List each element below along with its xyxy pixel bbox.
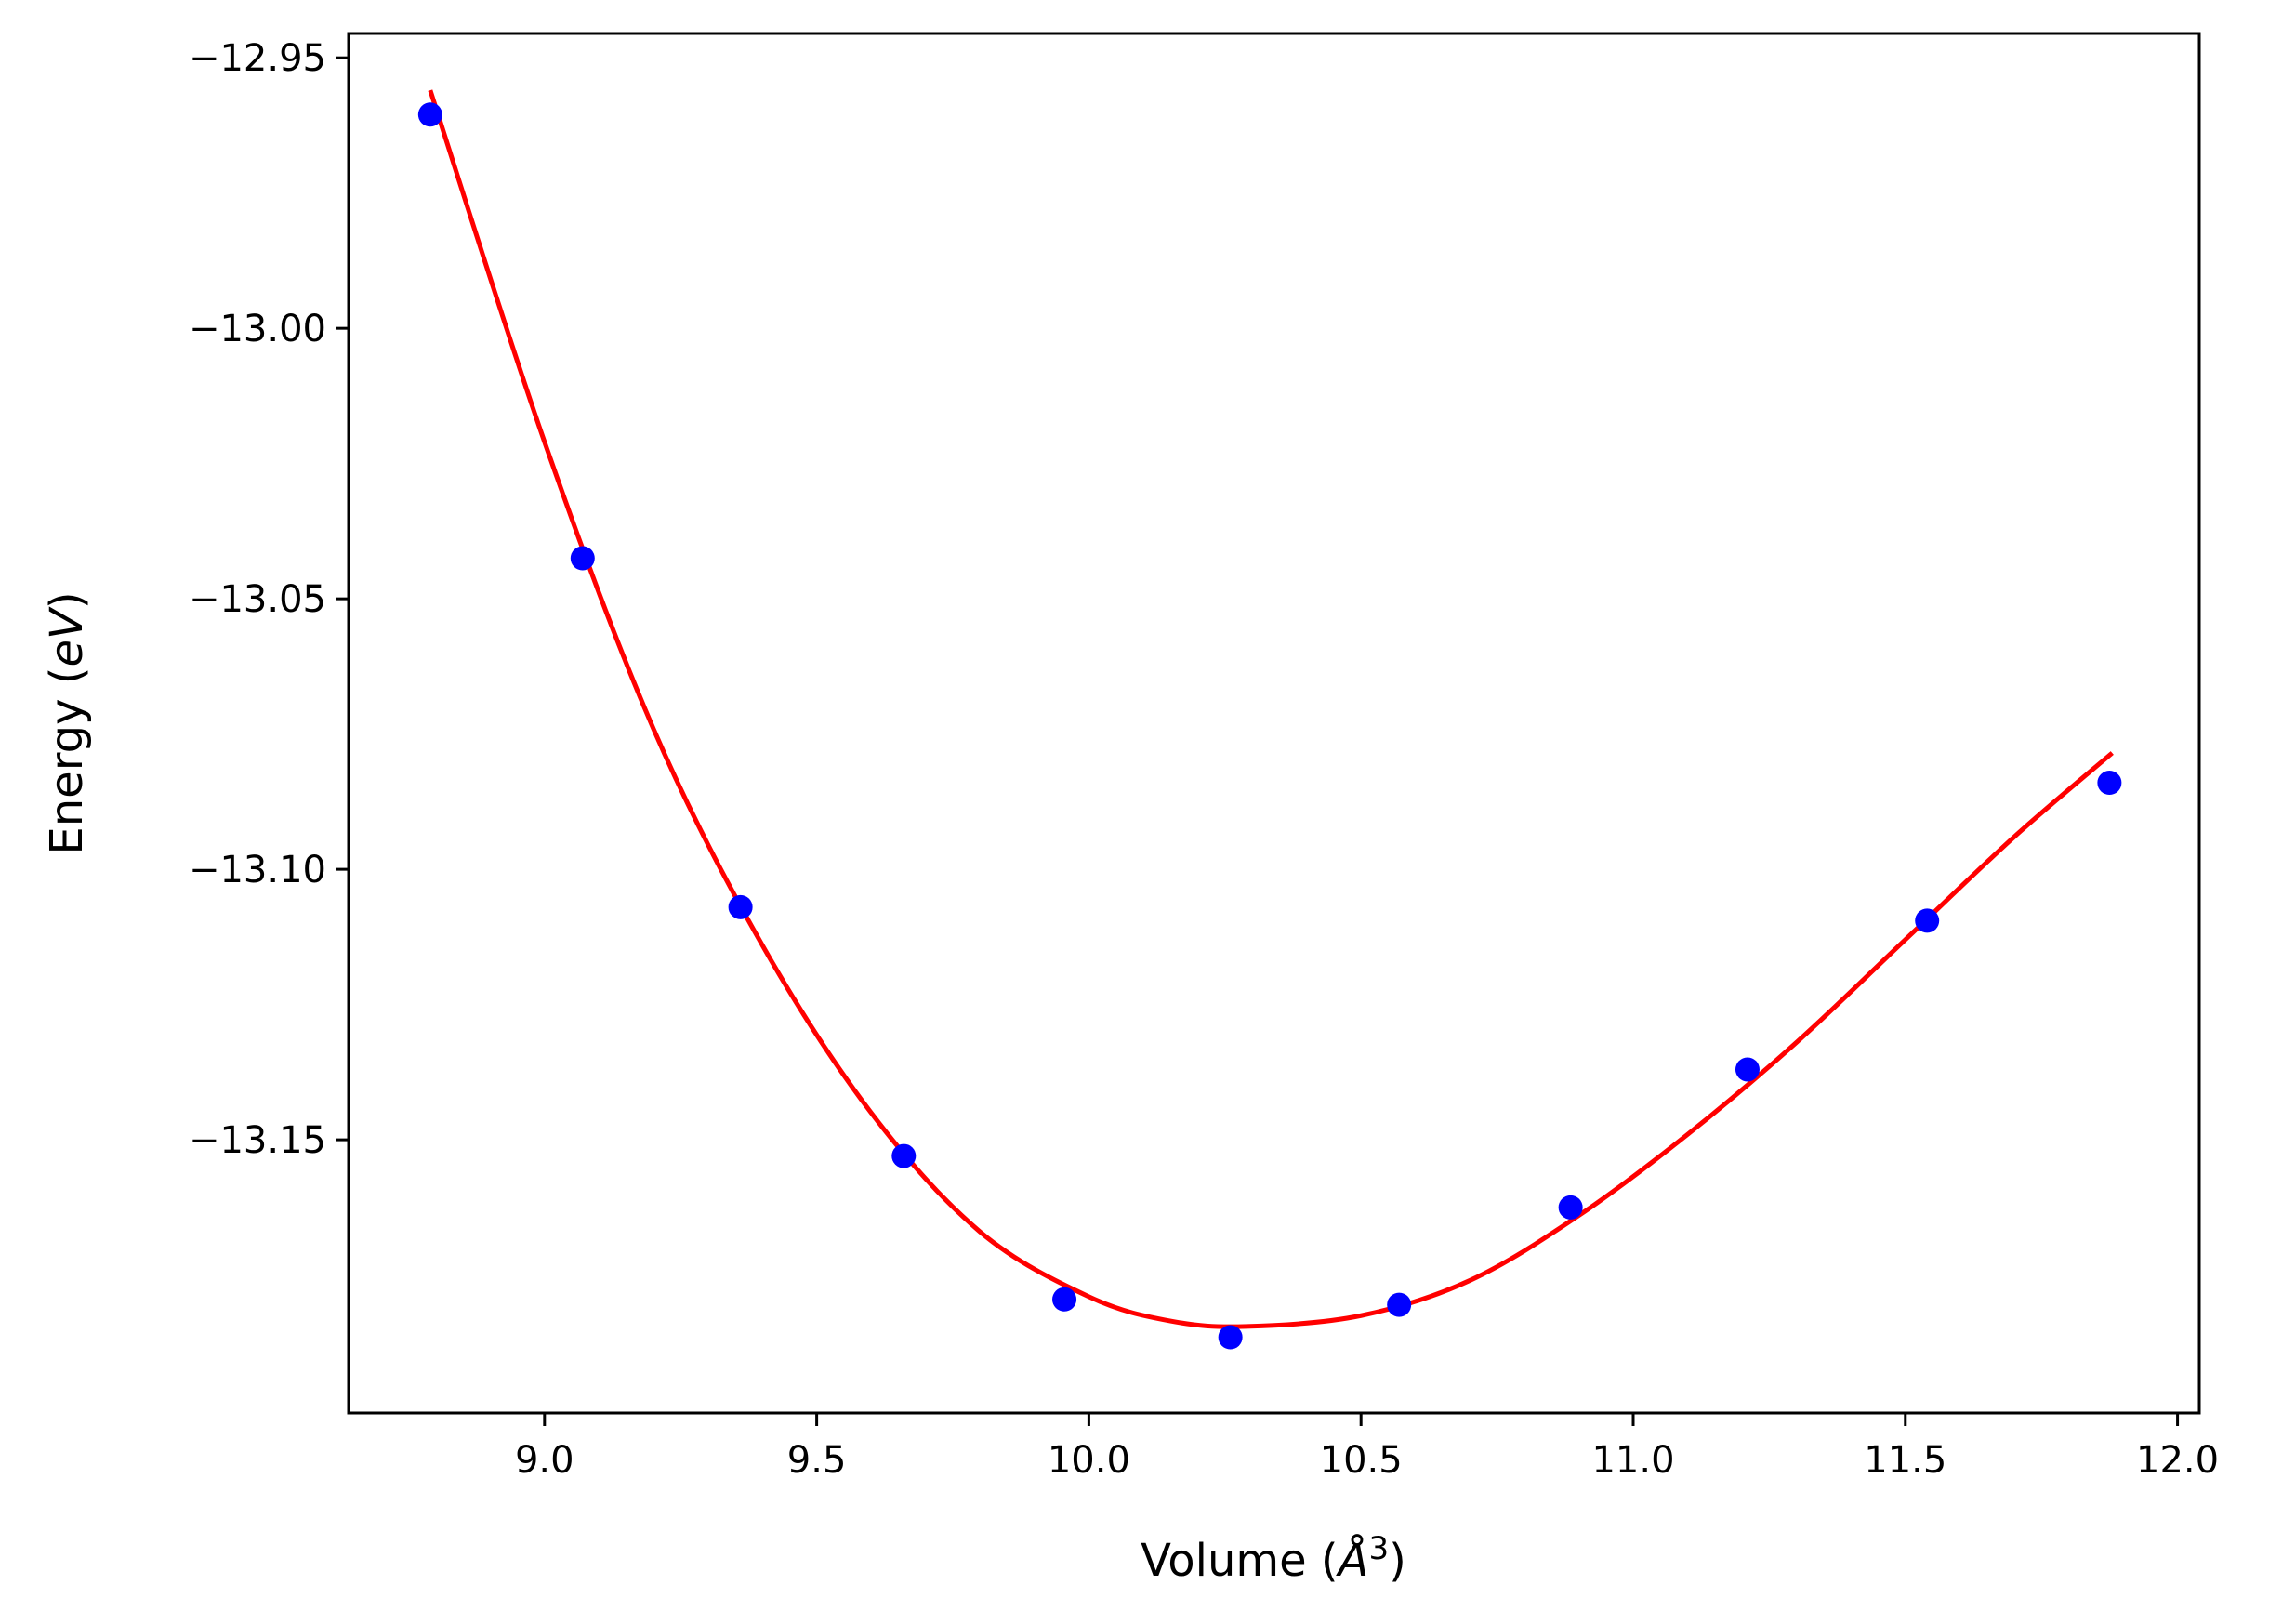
fit-curve-line: [428, 89, 2114, 1329]
data-point: [570, 546, 595, 571]
x-tick-label: 12.0: [2136, 1439, 2219, 1482]
data-point: [1218, 1325, 1243, 1350]
y-tick-label: −13.10: [189, 849, 326, 891]
y-tick-label: −12.95: [189, 37, 326, 80]
x-tick-label: 11.0: [1591, 1439, 1674, 1482]
data-point: [728, 894, 753, 919]
data-point: [1052, 1287, 1077, 1312]
y-tick-label: −13.00: [189, 308, 326, 350]
x-tick-label: 9.5: [787, 1439, 847, 1482]
y-axis-ticks: −12.95 −13.00 −13.05 −13.10 −13.15: [189, 37, 349, 1162]
plot-area: [349, 33, 2199, 1413]
data-series: [417, 89, 2122, 1350]
x-tick-label: 10.0: [1048, 1439, 1130, 1482]
plot-frame: [347, 32, 2201, 1415]
data-point: [891, 1143, 917, 1168]
x-tick-label: 10.5: [1320, 1439, 1403, 1482]
x-tick-label: 11.5: [1864, 1439, 1946, 1482]
y-tick-label: −13.15: [189, 1119, 326, 1162]
data-point: [1735, 1057, 1760, 1082]
data-point: [1915, 908, 1940, 933]
data-point: [1558, 1195, 1583, 1220]
x-axis-ticks: 9.0 9.5 10.0 10.5 11.0 11.5 12.0: [515, 1413, 2219, 1482]
y-tick-label: −13.05: [189, 578, 326, 621]
x-axis-label: Volume (Å3): [1141, 1530, 1406, 1587]
data-point: [2097, 771, 2122, 796]
data-point: [417, 102, 442, 127]
y-axis-label: Energy (eV): [41, 591, 93, 854]
data-point: [1387, 1292, 1412, 1317]
x-tick-label: 9.0: [515, 1439, 574, 1482]
